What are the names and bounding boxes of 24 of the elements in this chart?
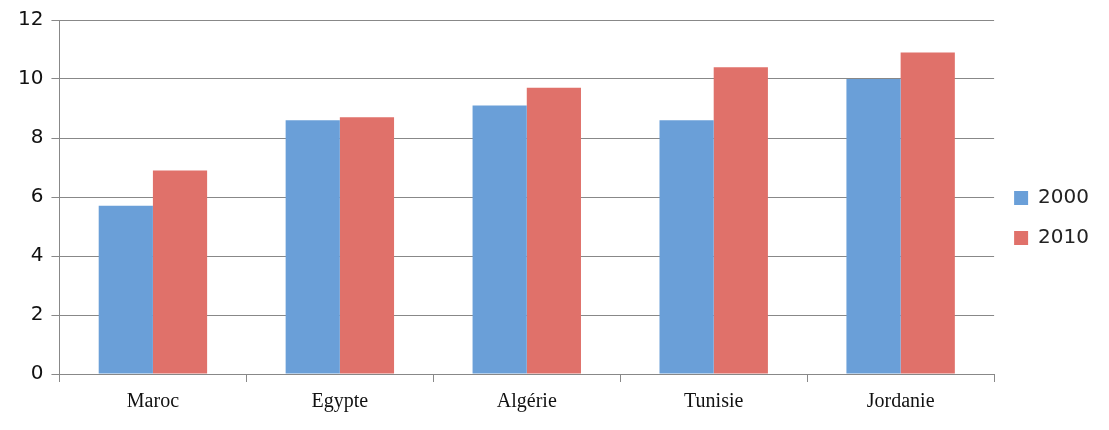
x-tick-label: Egypte — [311, 389, 369, 413]
legend-label: 2010 — [1038, 224, 1090, 249]
y-tick-label: 10 — [18, 65, 44, 90]
bar — [98, 205, 153, 374]
bar — [285, 120, 340, 374]
x-tick-label: Tunisie — [684, 389, 744, 412]
bar — [900, 52, 955, 374]
y-tick-label: 12 — [18, 6, 44, 31]
x-tick-label: Jordanie — [866, 389, 935, 412]
x-tick-label: Maroc — [126, 389, 180, 412]
bar — [526, 87, 581, 374]
y-tick-label: 6 — [30, 183, 44, 208]
bar — [339, 117, 395, 374]
bar — [659, 120, 714, 374]
x-tick-label: Algérie — [496, 389, 557, 413]
y-tick-label: 4 — [30, 242, 44, 267]
y-tick-label: 0 — [30, 360, 44, 385]
bar — [152, 170, 208, 374]
legend-label: 2000 — [1038, 184, 1090, 209]
y-tick-label: 2 — [30, 301, 44, 326]
y-tick-label: 8 — [30, 124, 44, 149]
bar — [713, 67, 768, 374]
bar — [472, 105, 527, 374]
bar — [846, 79, 901, 374]
